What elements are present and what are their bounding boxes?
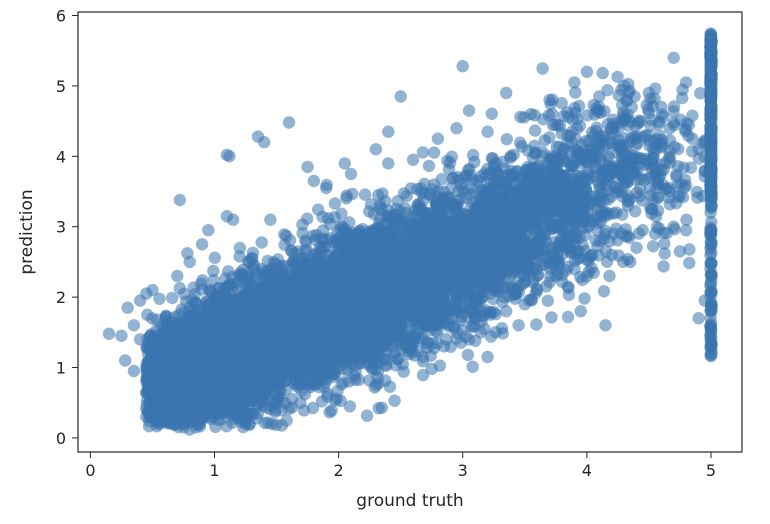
data-point	[360, 409, 374, 422]
data-point	[195, 322, 208, 336]
data-point	[207, 264, 220, 278]
data-point	[140, 370, 154, 383]
data-point	[375, 401, 388, 414]
data-point	[297, 404, 311, 417]
data-point	[208, 251, 221, 264]
data-point	[388, 394, 401, 407]
data-point	[180, 400, 193, 413]
data-point	[166, 291, 179, 305]
data-point	[209, 420, 222, 434]
data-point	[169, 335, 182, 348]
data-point	[181, 371, 194, 385]
data-point	[194, 385, 207, 398]
data-point	[142, 358, 156, 371]
data-point	[236, 389, 249, 402]
points-layer	[102, 27, 718, 436]
data-point	[173, 282, 186, 295]
data-point	[166, 381, 179, 394]
data-point	[154, 382, 167, 395]
data-point	[228, 412, 241, 425]
data-point	[210, 379, 224, 392]
data-point	[233, 241, 247, 255]
data-point	[142, 420, 156, 433]
data-point	[325, 404, 338, 417]
